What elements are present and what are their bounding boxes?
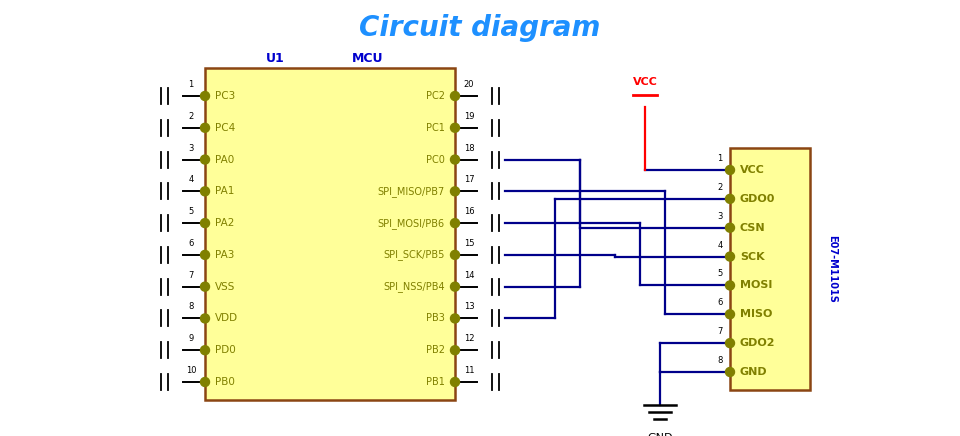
Text: 2: 2: [188, 112, 194, 121]
Text: MISO: MISO: [740, 309, 773, 319]
Text: PA2: PA2: [215, 218, 234, 228]
Text: PC0: PC0: [426, 154, 445, 164]
Circle shape: [201, 218, 209, 228]
Circle shape: [726, 310, 734, 319]
Text: 7: 7: [717, 327, 723, 336]
Circle shape: [450, 218, 460, 228]
Text: PA3: PA3: [215, 250, 234, 260]
Text: 2: 2: [717, 183, 723, 192]
Text: 4: 4: [188, 175, 194, 184]
Text: E07-M1101S: E07-M1101S: [827, 235, 837, 303]
Text: GND: GND: [740, 367, 768, 377]
Circle shape: [726, 166, 734, 174]
Text: SPI_MOSI/PB6: SPI_MOSI/PB6: [378, 218, 445, 228]
Circle shape: [450, 250, 460, 259]
Text: 4: 4: [717, 241, 723, 249]
Text: MCU: MCU: [351, 51, 383, 65]
Text: CSN: CSN: [740, 223, 766, 233]
Text: PA0: PA0: [215, 154, 234, 164]
Text: PB0: PB0: [215, 377, 235, 387]
Text: 8: 8: [717, 356, 723, 365]
Circle shape: [201, 155, 209, 164]
Text: 11: 11: [464, 366, 474, 375]
Text: GDO2: GDO2: [740, 338, 776, 348]
Text: 19: 19: [464, 112, 474, 121]
Circle shape: [450, 378, 460, 386]
Circle shape: [450, 187, 460, 196]
Circle shape: [450, 92, 460, 101]
Circle shape: [450, 346, 460, 355]
Text: 7: 7: [188, 271, 194, 279]
Text: 6: 6: [188, 239, 194, 248]
Text: PC1: PC1: [426, 123, 445, 133]
Circle shape: [726, 339, 734, 347]
Text: 1: 1: [188, 80, 194, 89]
Text: 15: 15: [464, 239, 474, 248]
Text: 16: 16: [464, 207, 474, 216]
Text: 20: 20: [464, 80, 474, 89]
Text: VSS: VSS: [215, 282, 235, 292]
Text: 14: 14: [464, 271, 474, 279]
Text: 13: 13: [464, 303, 474, 311]
Text: Circuit diagram: Circuit diagram: [359, 14, 601, 42]
Circle shape: [201, 92, 209, 101]
Text: PB3: PB3: [426, 313, 445, 324]
Text: 12: 12: [464, 334, 474, 343]
Text: 1: 1: [717, 154, 723, 163]
Text: 9: 9: [188, 334, 194, 343]
Text: 8: 8: [188, 303, 194, 311]
Text: 5: 5: [717, 269, 723, 279]
Circle shape: [726, 252, 734, 261]
Text: SPI_NSS/PB4: SPI_NSS/PB4: [383, 281, 445, 292]
Circle shape: [726, 194, 734, 203]
Text: VDD: VDD: [215, 313, 238, 324]
Text: 3: 3: [717, 212, 723, 221]
Bar: [205, 68, 455, 400]
Circle shape: [726, 281, 734, 290]
Circle shape: [201, 282, 209, 291]
Text: 6: 6: [717, 298, 723, 307]
Bar: [730, 148, 810, 390]
Text: GDO0: GDO0: [740, 194, 776, 204]
Text: VCC: VCC: [740, 165, 765, 175]
Circle shape: [201, 123, 209, 132]
Circle shape: [726, 368, 734, 377]
Text: GND: GND: [647, 433, 673, 436]
Text: 5: 5: [188, 207, 194, 216]
Text: 10: 10: [185, 366, 196, 375]
Circle shape: [201, 187, 209, 196]
Text: PC2: PC2: [426, 91, 445, 101]
Text: 18: 18: [464, 143, 474, 153]
Text: PC4: PC4: [215, 123, 235, 133]
Text: U1: U1: [266, 51, 284, 65]
Circle shape: [726, 223, 734, 232]
Text: PD0: PD0: [215, 345, 236, 355]
Circle shape: [450, 282, 460, 291]
Text: SCK: SCK: [740, 252, 764, 262]
Circle shape: [201, 314, 209, 323]
Text: 17: 17: [464, 175, 474, 184]
Text: 3: 3: [188, 143, 194, 153]
Circle shape: [201, 250, 209, 259]
Circle shape: [450, 123, 460, 132]
Text: PC3: PC3: [215, 91, 235, 101]
Text: PB1: PB1: [426, 377, 445, 387]
Text: PA1: PA1: [215, 186, 234, 196]
Text: SPI_SCK/PB5: SPI_SCK/PB5: [384, 249, 445, 260]
Circle shape: [450, 314, 460, 323]
Circle shape: [450, 155, 460, 164]
Text: VCC: VCC: [633, 77, 658, 87]
Circle shape: [201, 346, 209, 355]
Text: PB2: PB2: [426, 345, 445, 355]
Text: SPI_MISO/PB7: SPI_MISO/PB7: [377, 186, 445, 197]
Text: MOSI: MOSI: [740, 280, 773, 290]
Circle shape: [201, 378, 209, 386]
